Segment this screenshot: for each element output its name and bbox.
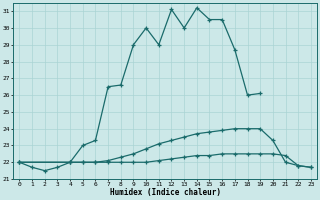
X-axis label: Humidex (Indice chaleur): Humidex (Indice chaleur): [110, 188, 220, 197]
